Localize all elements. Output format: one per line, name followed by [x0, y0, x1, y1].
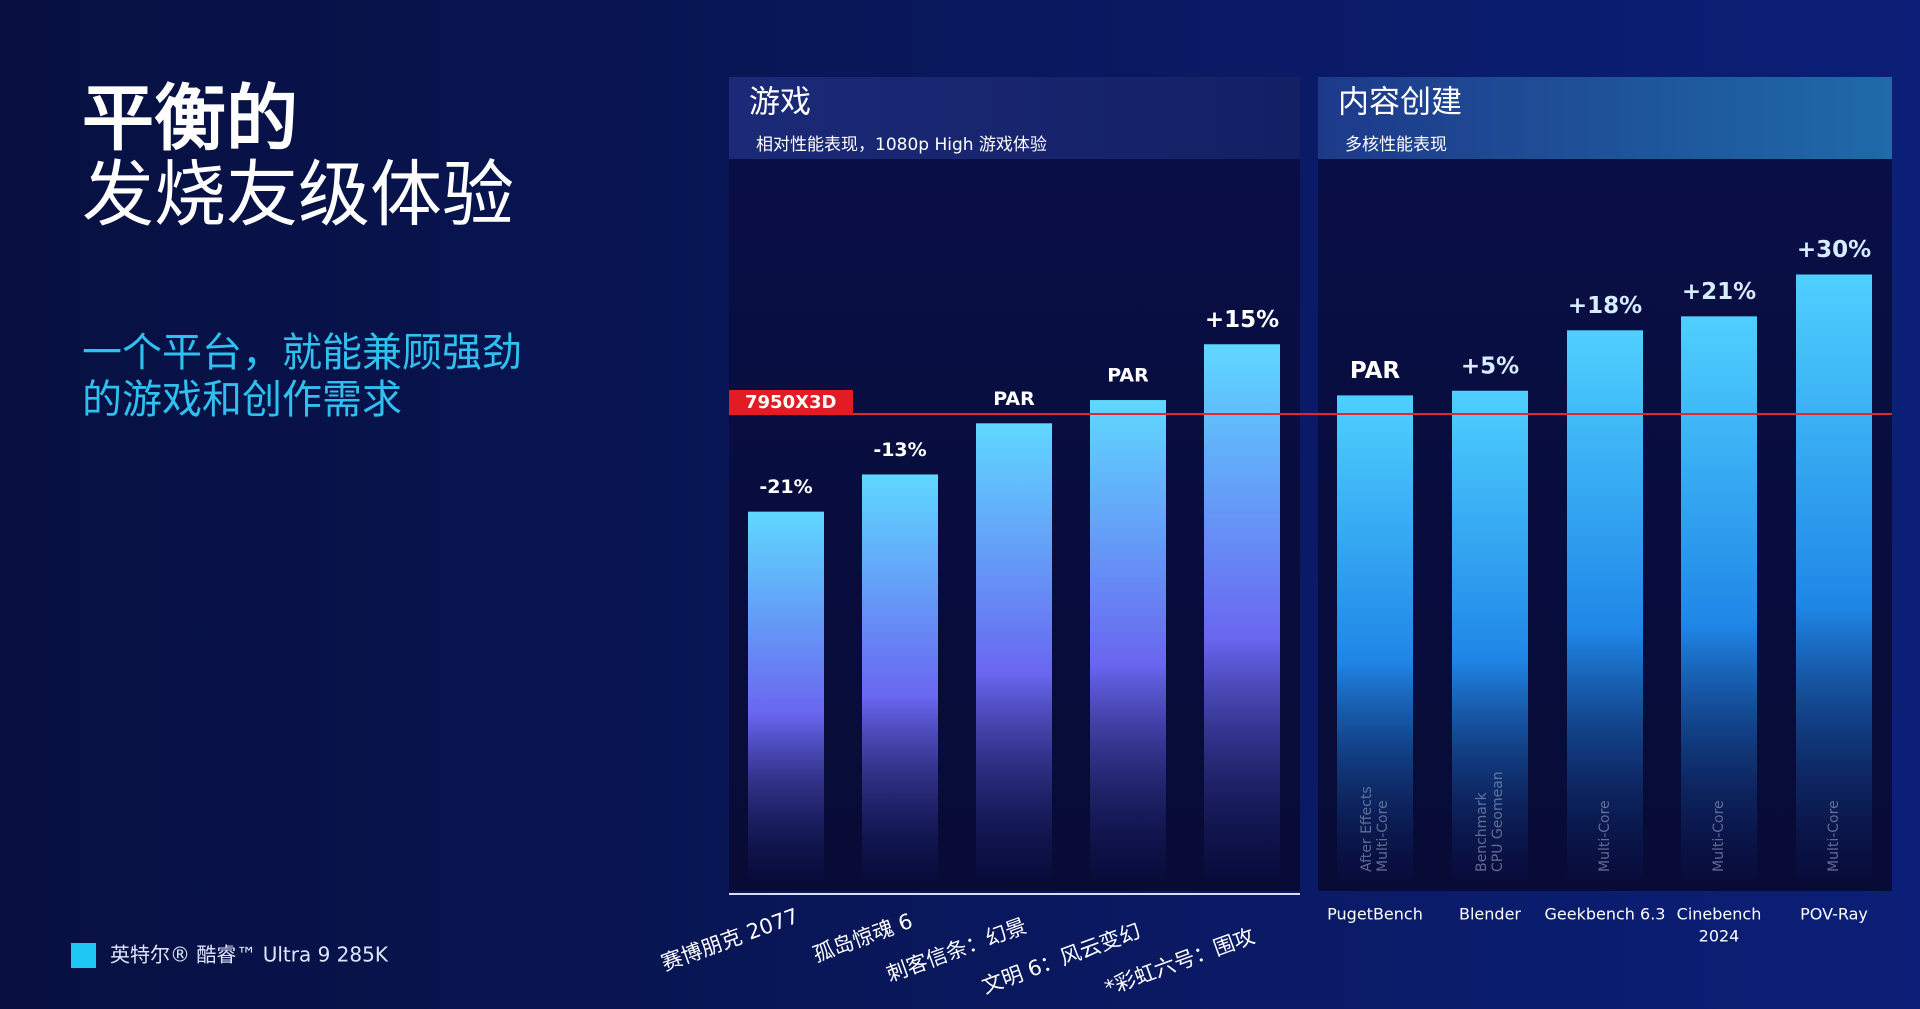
bar-sublabel: Benchmark — [1474, 791, 1490, 872]
x-tick-label: 2024 — [1699, 927, 1740, 946]
baseline-label: 7950X3D — [745, 392, 836, 413]
panel-title: 游戏 — [749, 85, 811, 121]
bar — [862, 474, 938, 879]
value-label: +21% — [1682, 279, 1756, 305]
bar — [976, 423, 1052, 879]
panel-header — [1318, 77, 1892, 159]
value-label: PAR — [993, 388, 1035, 410]
bar-sublabel: After Effects — [1359, 786, 1375, 872]
x-tick-label: POV-Ray — [1800, 905, 1868, 924]
x-tick-label: PugetBench — [1327, 905, 1423, 924]
panel-header — [729, 77, 1300, 159]
bar — [1337, 395, 1413, 879]
bar — [1090, 400, 1166, 879]
value-label: +30% — [1797, 237, 1871, 263]
bar — [1681, 316, 1757, 880]
legend-text: 英特尔® 酷睿™ Ultra 9 285K — [110, 943, 389, 967]
bar — [748, 511, 824, 879]
bar-sublabel: Multi-Core — [1375, 800, 1391, 872]
headline: 平衡的 — [82, 77, 298, 161]
bar — [1796, 274, 1872, 879]
x-tick-label: Cinebench — [1677, 905, 1762, 924]
bar-sublabel: Multi-Core — [1597, 800, 1613, 872]
baseline-tag — [729, 390, 853, 415]
value-label: -13% — [873, 439, 926, 461]
legend-swatch — [71, 943, 96, 968]
subtitle: 一个平台，就能兼顾强劲 — [82, 330, 522, 376]
bar — [1452, 390, 1528, 879]
subtitle: 的游戏和创作需求 — [82, 377, 402, 423]
bar-sublabel: Multi-Core — [1711, 800, 1727, 872]
panel-subtitle: 相对性能表现，1080p High 游戏体验 — [756, 135, 1047, 155]
bar-sublabel: Multi-Core — [1826, 800, 1842, 872]
headline: 发烧友级体验 — [82, 153, 514, 237]
panel-subtitle: 多核性能表现 — [1345, 135, 1447, 155]
value-label: -21% — [759, 476, 812, 498]
panel-title: 内容创建 — [1338, 85, 1462, 121]
x-tick-label: Geekbench 6.3 — [1545, 905, 1666, 924]
bar-sublabel: CPU Geomean — [1490, 771, 1506, 872]
bar — [1204, 344, 1280, 879]
value-label: +15% — [1205, 307, 1279, 333]
value-label: PAR — [1350, 358, 1401, 384]
x-tick-label: Blender — [1459, 905, 1521, 924]
value-label: +18% — [1568, 293, 1642, 319]
value-label: PAR — [1107, 365, 1149, 387]
bar — [1567, 330, 1643, 879]
value-label: +5% — [1461, 353, 1519, 379]
